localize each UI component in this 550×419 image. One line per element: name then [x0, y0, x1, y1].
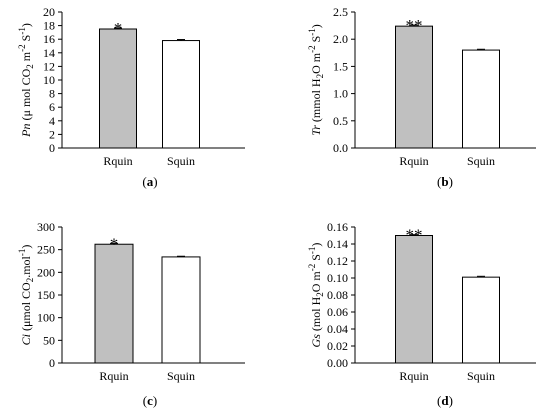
y-tick-label: 0.08: [327, 288, 348, 302]
panel-label: (c): [143, 393, 157, 408]
y-axis-label: Gs (mol H2O m-2 S-1): [307, 243, 325, 348]
bar-squin: [161, 256, 201, 364]
chart-panel-c: 0 50 100 150 200 250 300 * Rquin Squin Ci (μmol CO…: [17, 220, 245, 408]
x-tick-label: Squin: [467, 369, 495, 383]
y-tick-label: 10: [43, 73, 55, 87]
y-axis-label: Ci (μmol CO2.mol-1): [17, 245, 35, 346]
y-tick-label: 2.0: [333, 32, 348, 46]
x-tick-label: Squin: [467, 154, 495, 168]
bar-rquin: [395, 235, 433, 364]
x-tick-label: Rquin: [103, 154, 132, 168]
y-tick-label: 8: [49, 87, 55, 101]
y-tick-label: 2: [49, 127, 55, 141]
y-tick-label: 20: [43, 5, 55, 19]
y-tick-label: 14: [43, 46, 55, 60]
bar-rquin: [99, 28, 137, 149]
y-tick-label: 0.5: [333, 114, 348, 128]
y-tick-label: 18: [43, 19, 55, 33]
significance-marker: *: [110, 235, 119, 254]
bar-squin: [162, 40, 200, 149]
y-tick-label: 1.5: [333, 59, 348, 73]
bar-squin: [462, 49, 500, 149]
y-tick-label: 300: [37, 220, 55, 234]
y-tick-label: 0.06: [327, 305, 348, 319]
chart-panel-d: 0.00 0.02 0.04 0.06 0.08 0.10 0.12 0.14 0.16 ** Rq…: [307, 220, 536, 408]
y-tick-label: 6: [49, 100, 55, 114]
y-tick-label: 0.04: [327, 322, 348, 336]
y-tick-label: 0: [49, 141, 55, 155]
y-tick-label: 16: [43, 32, 55, 46]
panel-label: (a): [142, 174, 157, 189]
y-tick-label: 4: [49, 114, 55, 128]
significance-marker: *: [114, 19, 123, 38]
x-tick-label: Rquin: [399, 369, 428, 383]
y-tick-label: 12: [43, 59, 55, 73]
panel-label: (b): [437, 174, 453, 189]
y-tick-label: 0.02: [327, 339, 348, 353]
x-tick-label: Rquin: [399, 154, 428, 168]
chart-panel-b: 0.0 0.5 1.0 1.5 2.0 2.5 ** Rquin Squin Tr (mmol H…: [307, 5, 536, 189]
y-tick-label: 150: [37, 288, 55, 302]
significance-marker: **: [406, 16, 423, 35]
panel-label: (d): [437, 393, 453, 408]
y-tick-label: 0.0: [333, 141, 348, 155]
x-tick-label: Squin: [167, 154, 195, 168]
y-tick-label: 0.10: [327, 271, 348, 285]
bar-rquin: [395, 25, 433, 149]
y-tick-label: 0.00: [327, 356, 348, 370]
y-tick-label: 50: [43, 333, 55, 347]
x-tick-label: Rquin: [99, 369, 128, 383]
y-tick-label: 0.14: [327, 237, 348, 251]
y-tick-label: 0: [49, 356, 55, 370]
bar-squin: [462, 276, 500, 364]
y-tick-label: 2.5: [333, 5, 348, 19]
y-tick-label: 100: [37, 311, 55, 325]
y-axis-label: Tr (mmol H2O m-2 S-1): [307, 24, 325, 136]
bar-rquin: [94, 243, 134, 364]
y-tick-label: 0.12: [327, 254, 348, 268]
x-tick-label: Squin: [167, 369, 195, 383]
significance-marker: **: [406, 226, 423, 245]
y-tick-label: 0.16: [327, 220, 348, 234]
y-tick-label: 250: [37, 243, 55, 257]
y-tick-label: 1.0: [333, 87, 348, 101]
y-axis-label: Pn (μ mol CO2 m-2 S-1): [17, 23, 35, 138]
y-tick-label: 200: [37, 265, 55, 279]
